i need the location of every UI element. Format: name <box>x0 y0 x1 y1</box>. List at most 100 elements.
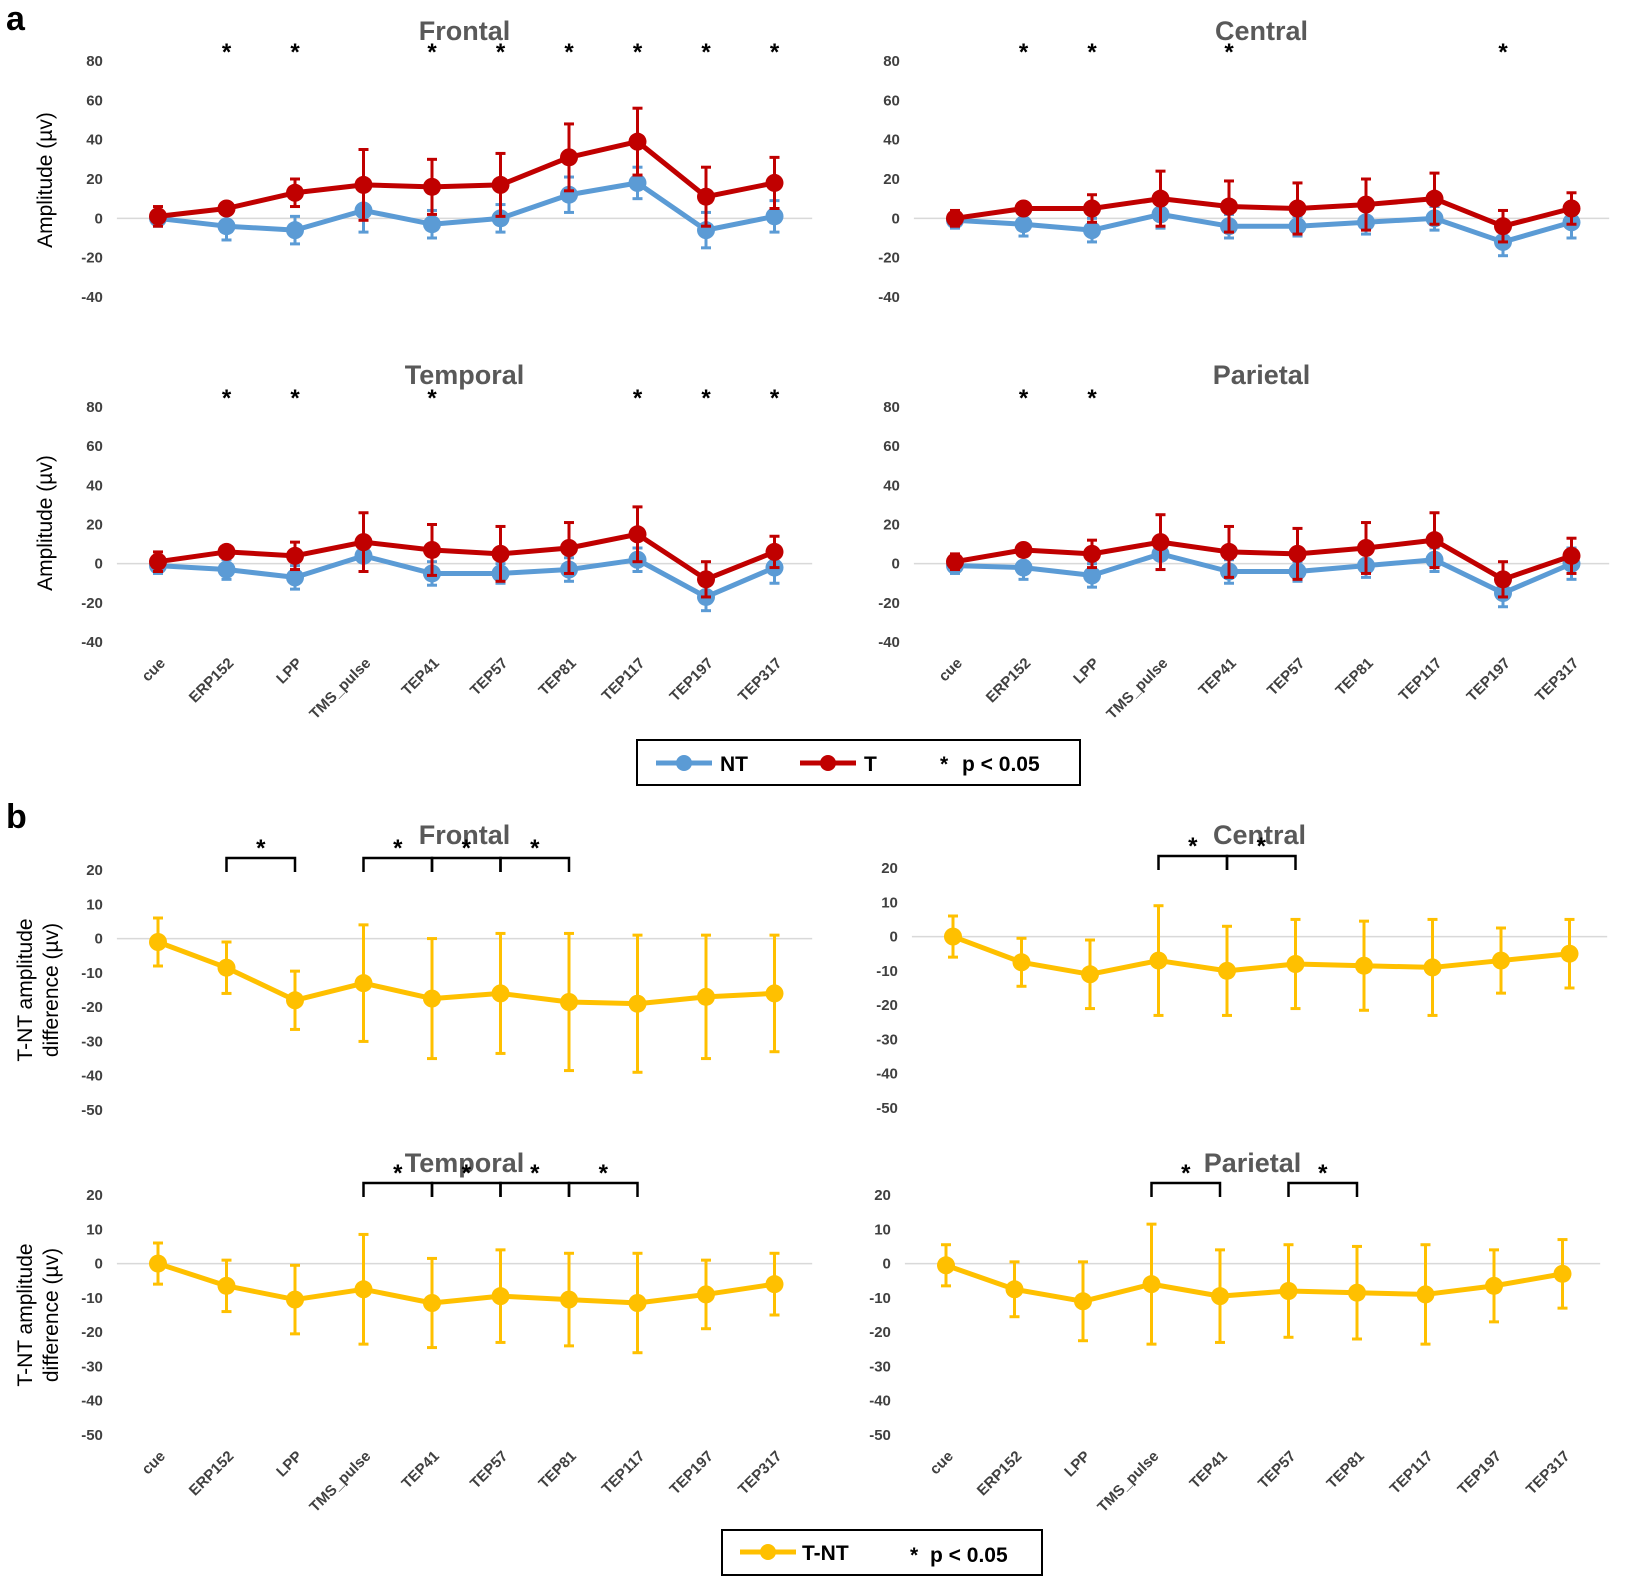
y-tick-label: 0 <box>883 1256 891 1273</box>
chart-title: Central <box>1213 820 1306 850</box>
data-point-t-nt <box>1005 1280 1024 1299</box>
x-tick-label: LPP <box>1061 1448 1094 1481</box>
y-tick-label: 10 <box>86 1221 103 1238</box>
data-point-t-nt <box>560 1290 578 1309</box>
chart-a-central: Central 80 60 40 20 0 -20 -40 * * * * <box>878 16 1610 306</box>
significance-marker: * <box>1087 39 1097 66</box>
x-tick-label: TEP317 <box>1532 655 1582 705</box>
y-tick-label: 20 <box>86 862 103 879</box>
x-tick-label: TEP81 <box>1323 1448 1367 1492</box>
data-point-t <box>1083 544 1101 563</box>
y-tick-label: 40 <box>86 477 103 494</box>
data-point-t <box>286 183 304 202</box>
x-tick-label: TEP41 <box>398 1448 442 1492</box>
y-tick-label: -40 <box>878 634 900 651</box>
data-point-t <box>1425 531 1444 550</box>
x-tick-label: TEP317 <box>735 655 785 705</box>
series-line-nt <box>157 553 776 600</box>
y-tick-label: -20 <box>81 999 103 1016</box>
y-axis-label-line: T-NT amplitude <box>14 1243 37 1386</box>
x-tick-label: TEP197 <box>1463 655 1513 705</box>
y-tick-label: -40 <box>869 1393 891 1410</box>
x-tick-label: TEP41 <box>398 655 442 699</box>
series-line-t-nt <box>157 1261 775 1306</box>
data-point-t <box>354 175 373 194</box>
x-tick-label: TEP57 <box>467 1448 511 1492</box>
data-point-t-nt <box>765 1275 784 1294</box>
y-tick-label: -40 <box>81 1068 103 1085</box>
x-tick-label: LPP <box>273 655 306 688</box>
chart-title: Temporal <box>405 360 525 390</box>
legend-b: T-NT * p < 0.05 <box>721 1529 1043 1576</box>
data-point-t-nt <box>1211 1287 1229 1306</box>
data-point-t-nt <box>423 989 441 1008</box>
y-tick-label: -40 <box>876 1066 898 1083</box>
data-point-t-nt <box>217 958 236 977</box>
y-tick-label: 0 <box>890 929 898 946</box>
chart-title: Parietal <box>1204 1148 1302 1178</box>
chart-title: Parietal <box>1213 360 1311 390</box>
y-tick-label: 20 <box>881 860 898 877</box>
y-tick-label: -50 <box>81 1427 103 1444</box>
legend-nt-label: NT <box>720 753 748 776</box>
significance-marker: * <box>701 385 711 412</box>
data-point-t <box>697 187 715 206</box>
data-point-nt <box>286 568 304 587</box>
y-tick-label: 0 <box>95 1256 103 1273</box>
significance-marker: * <box>564 39 574 66</box>
y-tick-label: -10 <box>81 965 103 982</box>
panel-label-a: a <box>6 0 26 38</box>
y-tick-label: 80 <box>883 399 900 416</box>
series-line-t-nt <box>952 934 1570 977</box>
significance-marker: * <box>1318 1160 1328 1187</box>
x-tick-label: cue <box>927 1448 957 1478</box>
y-tick-label: -40 <box>81 289 103 306</box>
data-point-t <box>560 539 578 557</box>
data-point-t <box>1562 546 1581 565</box>
chart-title: Frontal <box>419 16 511 46</box>
data-point-t <box>1425 189 1444 208</box>
data-point-t <box>491 175 510 194</box>
data-point-nt <box>423 215 441 234</box>
legend-t-marker <box>820 755 836 771</box>
y-tick-label: 0 <box>892 210 900 227</box>
data-point-t <box>286 546 304 565</box>
data-point-t <box>946 209 964 228</box>
significance-marker: * <box>701 39 711 66</box>
data-point-t-nt <box>937 1256 955 1275</box>
significance-marker: * <box>427 39 437 66</box>
x-tick-label: TEP317 <box>735 1448 785 1498</box>
x-tick-label: TMS_pulse <box>306 655 374 723</box>
significance-marker: * <box>256 835 266 862</box>
x-tick-label: cue <box>139 655 169 685</box>
panel-label-b: b <box>6 798 27 836</box>
data-point-t-nt <box>765 984 784 1003</box>
y-tick-label: 0 <box>95 210 103 227</box>
x-tick-label: TMS_pulse <box>1094 1448 1162 1516</box>
x-tick-label: ERP152 <box>974 1448 1026 1500</box>
significance-marker: * <box>599 1160 609 1187</box>
y-tick-label: -10 <box>81 1290 103 1307</box>
significance-marker: * <box>530 835 540 862</box>
significance-bracket <box>1225 854 1297 870</box>
significance-marker: * <box>427 385 437 412</box>
data-point-nt <box>1083 221 1101 240</box>
series-line-t <box>954 196 1573 229</box>
y-axis-label: Amplitude (µv) <box>34 112 57 248</box>
series-line-t <box>157 531 776 582</box>
data-point-t <box>765 542 784 561</box>
data-point-t <box>1151 533 1170 552</box>
y-tick-label: 20 <box>883 517 900 534</box>
x-tick-label: TEP117 <box>599 655 649 705</box>
significance-marker: * <box>222 385 232 412</box>
y-tick-label: 80 <box>86 53 103 70</box>
x-tick-label: TEP117 <box>599 1448 649 1498</box>
chart-title: Frontal <box>419 820 511 850</box>
significance-marker: * <box>393 1160 403 1187</box>
y-axis-label: T-NT amplitude difference (µv) <box>14 918 63 1061</box>
chart-b-temporal: Temporal 20 10 0 -10 -20 -30 -40 -50 cue ERP152 LPP… <box>14 1148 813 1516</box>
data-point-t-nt <box>354 1280 373 1299</box>
data-point-t-nt <box>1081 965 1099 984</box>
y-tick-label: -50 <box>869 1427 891 1444</box>
